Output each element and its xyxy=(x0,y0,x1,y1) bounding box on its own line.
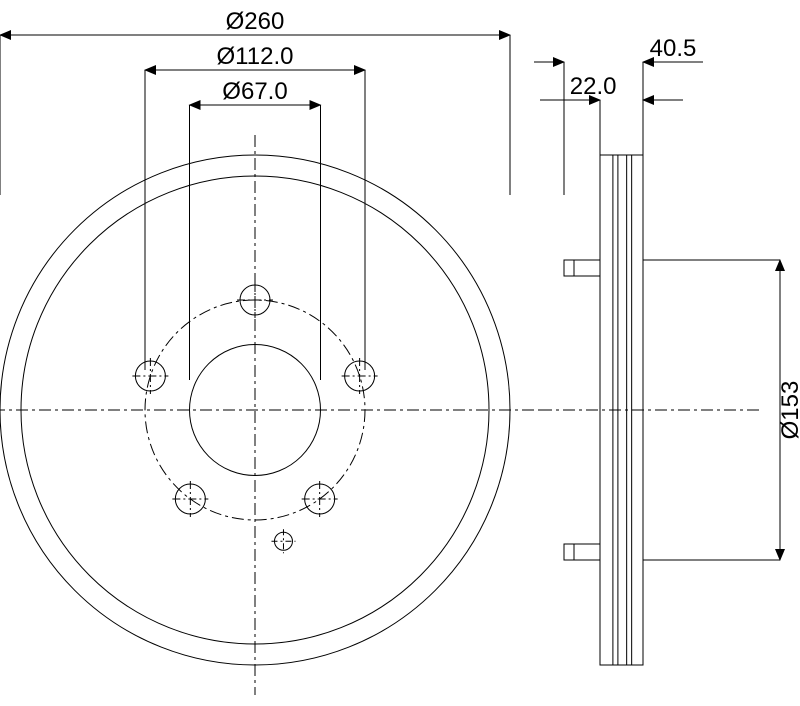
side-view xyxy=(540,155,763,665)
dimensions: Ø260 Ø112.0 Ø67.0 40.5 22.0 Ø153 xyxy=(0,8,800,560)
svg-text:40.5: 40.5 xyxy=(650,35,697,62)
svg-text:22.0: 22.0 xyxy=(570,73,617,100)
svg-text:Ø67.0: Ø67.0 xyxy=(222,78,287,105)
brake-disc-drawing: Ø260 Ø112.0 Ø67.0 40.5 22.0 Ø153 xyxy=(0,0,800,706)
svg-text:Ø260: Ø260 xyxy=(226,8,285,35)
svg-text:Ø153: Ø153 xyxy=(777,381,800,440)
front-view xyxy=(0,135,540,695)
svg-text:Ø112.0: Ø112.0 xyxy=(217,43,294,70)
